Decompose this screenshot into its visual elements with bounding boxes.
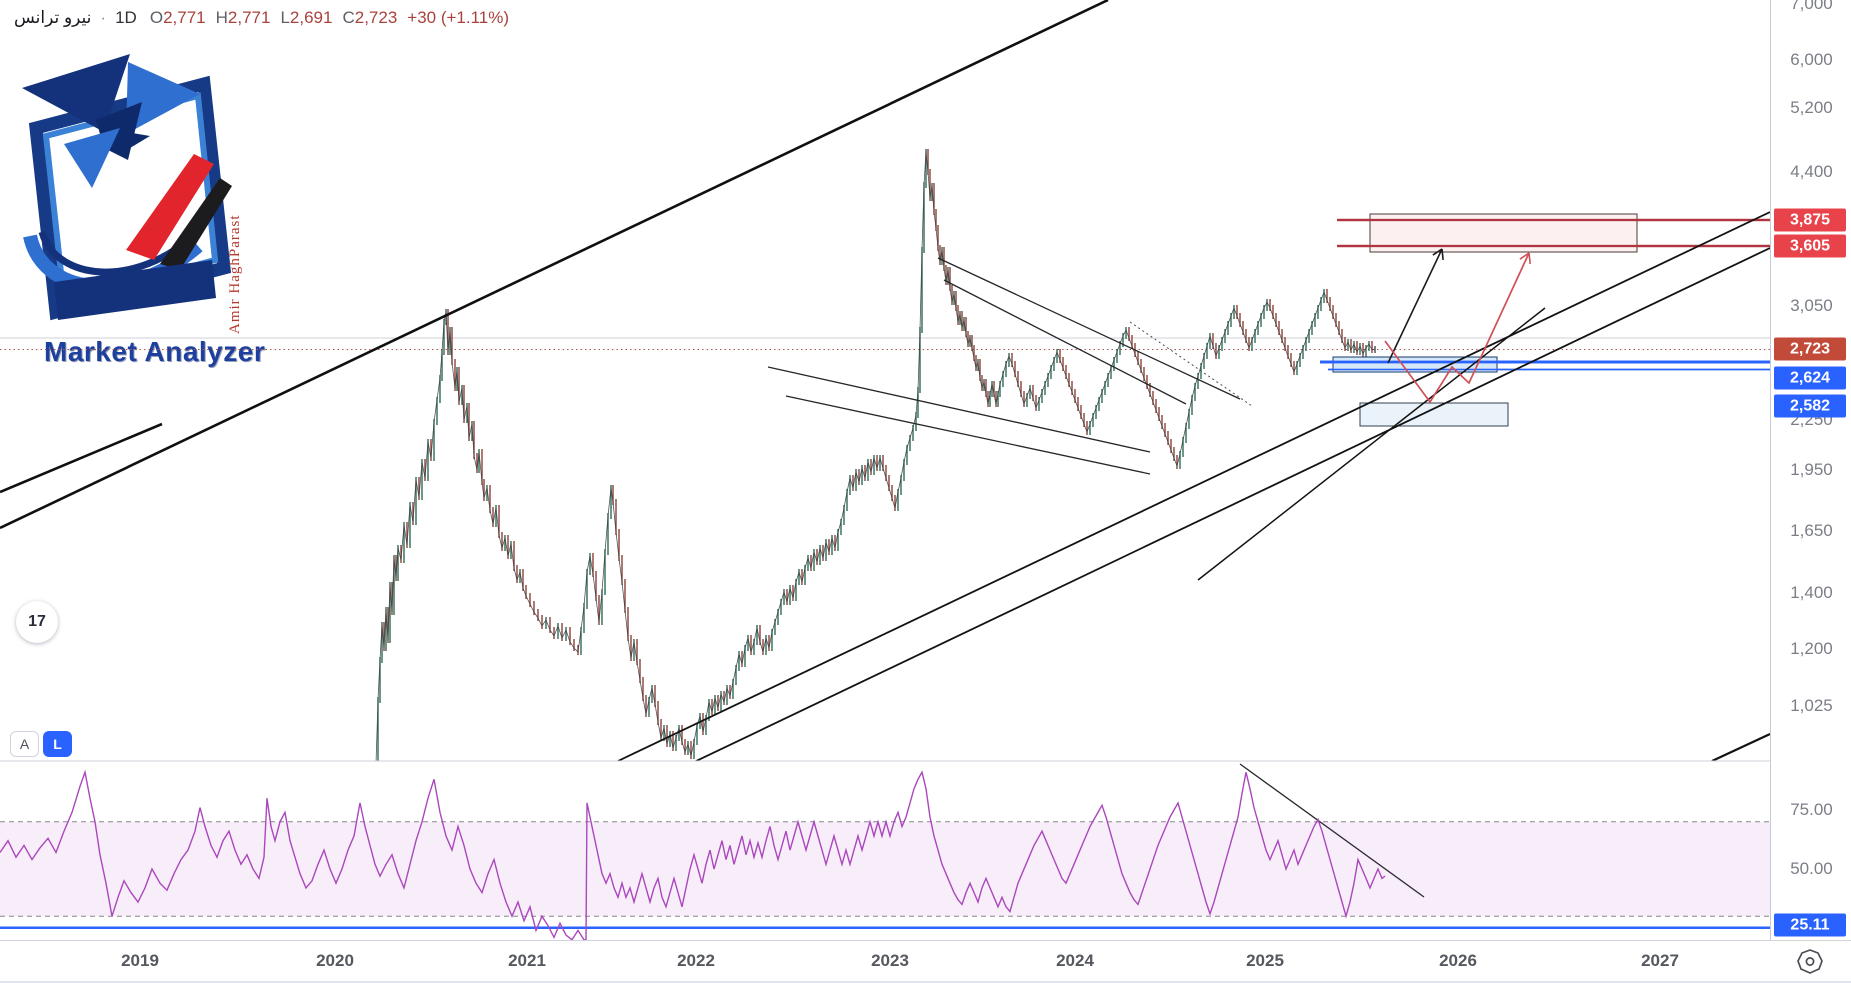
price-axis-label: 7,000 (1790, 0, 1833, 13)
price-line (375, 151, 1376, 761)
window-bottom-border (0, 981, 1851, 983)
ascending-channel-b[interactable] (692, 247, 1770, 763)
year-label: 2027 (1641, 951, 1679, 970)
auto-scale-button[interactable]: A (10, 731, 39, 757)
demand-zone-box[interactable] (1359, 402, 1509, 427)
year-label: 2026 (1439, 951, 1477, 970)
symbol-name[interactable]: نیرو ترانس (14, 8, 92, 27)
year-label: 2021 (508, 951, 546, 970)
watermark-brand-text: Market Analyzer (44, 336, 266, 367)
rsi-line (0, 769, 1386, 940)
year-label: 2022 (677, 951, 715, 970)
major-uptrend-line[interactable] (0, 0, 1109, 530)
price-scale[interactable]: 7,000 6,000 5,200 4,400 3,050 2,250 1,950 1,650… (1770, 0, 1851, 940)
legend-separator: · (100, 8, 107, 27)
price-level-badge: 2,624 (1774, 366, 1846, 390)
price-axis-label: 1,400 (1790, 583, 1833, 602)
parallel-stub-line[interactable] (0, 422, 163, 494)
arrowhead (1519, 252, 1530, 260)
gear-icon[interactable] (1796, 948, 1824, 975)
price-axis-label: 1,650 (1790, 521, 1833, 540)
eagle-logo-icon (22, 54, 232, 321)
corner-stub-line[interactable] (1711, 733, 1770, 761)
wedge-lower-line[interactable] (943, 279, 1187, 405)
timeframe-label[interactable]: 1D (115, 8, 137, 27)
arrowhead (1528, 252, 1531, 265)
descending-channel-lower[interactable] (785, 395, 1151, 475)
symbol-legend: نیرو ترانس · 1D O2,771 H2,771 L2,691 C2,… (14, 8, 509, 28)
rsi-level-badge: 25.11 (1774, 913, 1846, 937)
descending-channel-upper[interactable] (767, 366, 1151, 453)
close-value: C2,723 (342, 8, 398, 27)
price-axis-label: 3,050 (1790, 296, 1833, 315)
price-axis-label: 1,200 (1790, 639, 1833, 658)
price-axis-label: 6,000 (1790, 50, 1833, 69)
black-projection-arrow[interactable] (1387, 248, 1443, 364)
price-level-badge: 3,605 (1774, 234, 1846, 258)
price-axis-label: 4,400 (1790, 162, 1833, 181)
price-axis-label: 5,200 (1790, 98, 1833, 117)
price-level-badge: 3,875 (1774, 208, 1846, 232)
price-axis-label: 1,950 (1790, 460, 1833, 479)
rsi-band-fill (0, 821, 1770, 917)
low-value: L2,691 (280, 8, 333, 27)
market-analyzer-watermark: Market Analyzer Amir HaghParast (8, 36, 265, 382)
year-label: 2019 (121, 951, 159, 970)
open-value: O2,771 (149, 8, 206, 27)
rsi-axis-label: 50.00 (1790, 859, 1833, 878)
rsi-axis-label: 75.00 (1790, 800, 1833, 819)
year-label: 2025 (1246, 951, 1284, 970)
price-axis-label: 1,025 (1790, 696, 1833, 715)
arrowhead (1441, 248, 1444, 261)
time-scale[interactable]: 2019 2020 2021 2022 2023 2024 2025 2026 2027 (0, 940, 1851, 983)
tradingview-logo-icon[interactable]: 17 (16, 601, 58, 643)
change-value: +30 (+1.11%) (407, 8, 510, 27)
rsi-trendline[interactable] (1239, 763, 1425, 898)
price-level-badge: 2,723 (1774, 337, 1846, 361)
scale-mode-buttons: A L (10, 731, 72, 757)
year-label: 2020 (316, 951, 354, 970)
arrowhead (1432, 248, 1443, 256)
red-zigzag-projection-arrow[interactable] (1384, 252, 1530, 404)
price-level-badge: 2,582 (1774, 394, 1846, 418)
high-value: H2,771 (215, 8, 271, 27)
year-label: 2024 (1056, 951, 1094, 970)
year-label: 2023 (871, 951, 909, 970)
ascending-steep-line[interactable] (1197, 307, 1546, 581)
ascending-channel-a[interactable] (617, 211, 1770, 761)
dotted-diagonal-line[interactable] (1129, 321, 1253, 407)
wedge-upper-line[interactable] (937, 257, 1241, 400)
log-scale-button[interactable]: L (43, 731, 72, 757)
